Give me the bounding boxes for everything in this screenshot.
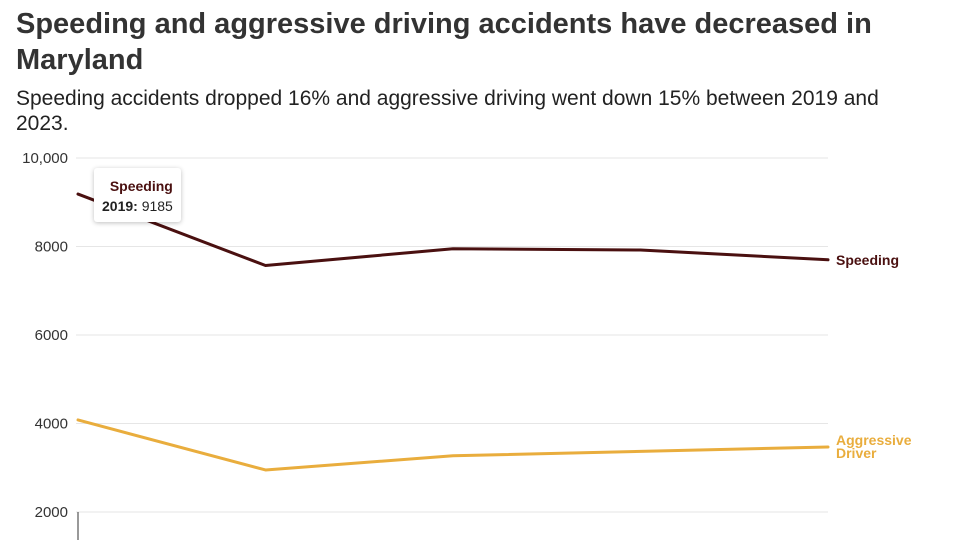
- series: [76, 192, 830, 472]
- y-tick-label: 10,000: [22, 150, 68, 167]
- series-end-label: Speeding: [836, 252, 899, 268]
- y-tick-label: 4000: [35, 416, 68, 433]
- y-tick-label: 8000: [35, 239, 68, 256]
- series-end-label: Aggressive Driver: [836, 432, 912, 461]
- chart-subtitle: Speeding accidents dropped 16% and aggre…: [16, 87, 879, 135]
- y-axis: 2000 4000 6000 8000 10,000: [22, 150, 79, 540]
- tooltip-value: 9185: [141, 198, 173, 214]
- chart-title: Speeding and aggressive driving accident…: [16, 8, 872, 76]
- y-tick-label: 2000: [35, 504, 68, 521]
- series-line-speeding: [76, 192, 830, 268]
- tooltip-row: 2019: 9185: [102, 196, 173, 216]
- series-labels: Speeding Aggressive Driver: [836, 252, 912, 461]
- series-line-aggressive-driver: [76, 418, 830, 472]
- y-tick-label: 6000: [35, 327, 68, 344]
- tooltip: Speeding 2019: 9185: [94, 168, 181, 222]
- tooltip-series: Speeding: [109, 178, 173, 194]
- tooltip-category: 2019:: [102, 198, 138, 214]
- grid: [76, 157, 828, 513]
